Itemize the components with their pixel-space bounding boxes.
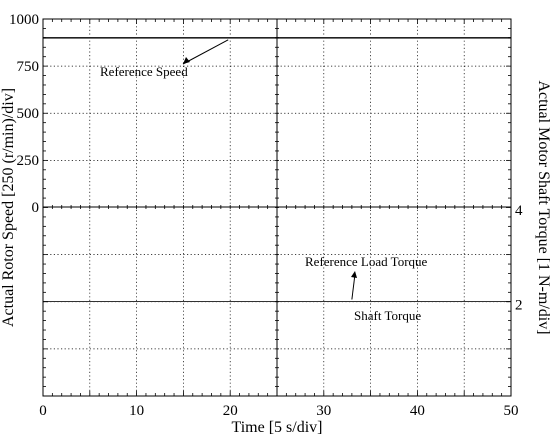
x-tick-label: 10: [129, 403, 144, 419]
x-tick-label: 0: [39, 403, 47, 419]
speed-tick-label: 250: [17, 153, 40, 169]
x-tick-label: 40: [410, 403, 425, 419]
arrowhead: [183, 57, 190, 64]
torque-tick-label: 2: [515, 298, 523, 314]
annotation-arrow: [351, 273, 356, 300]
y-axis-label-left: Actual Rotor Speed [250 (r/min)/div]: [0, 88, 17, 327]
torque-tick-label: 4: [515, 203, 523, 219]
annotation-reference-load-torque: Reference Load Torque: [305, 254, 428, 269]
speed-tick-label: 1000: [9, 12, 39, 28]
annotation-shaft-torque: Shaft Torque: [354, 308, 421, 323]
x-tick-label: 20: [223, 403, 238, 419]
x-tick-label: 30: [316, 403, 331, 419]
x-tick-label: 50: [504, 403, 519, 419]
ticks: [42, 18, 512, 397]
annotations: Reference Speed Reference Load Torque Shaf…: [100, 39, 428, 323]
y-axis-label-right: Actual Motor Shaft Torque [1 N-m/div]: [535, 80, 550, 334]
x-axis-label: Time [5 s/div]: [232, 419, 323, 436]
speed-tick-label: 750: [17, 59, 40, 75]
arrowhead: [351, 271, 357, 278]
speed-tick-label: 0: [32, 200, 40, 216]
annotation-arrow: [182, 39, 229, 65]
speed-tick-label: 500: [17, 106, 40, 122]
annotation-reference-speed: Reference Speed: [100, 64, 188, 79]
